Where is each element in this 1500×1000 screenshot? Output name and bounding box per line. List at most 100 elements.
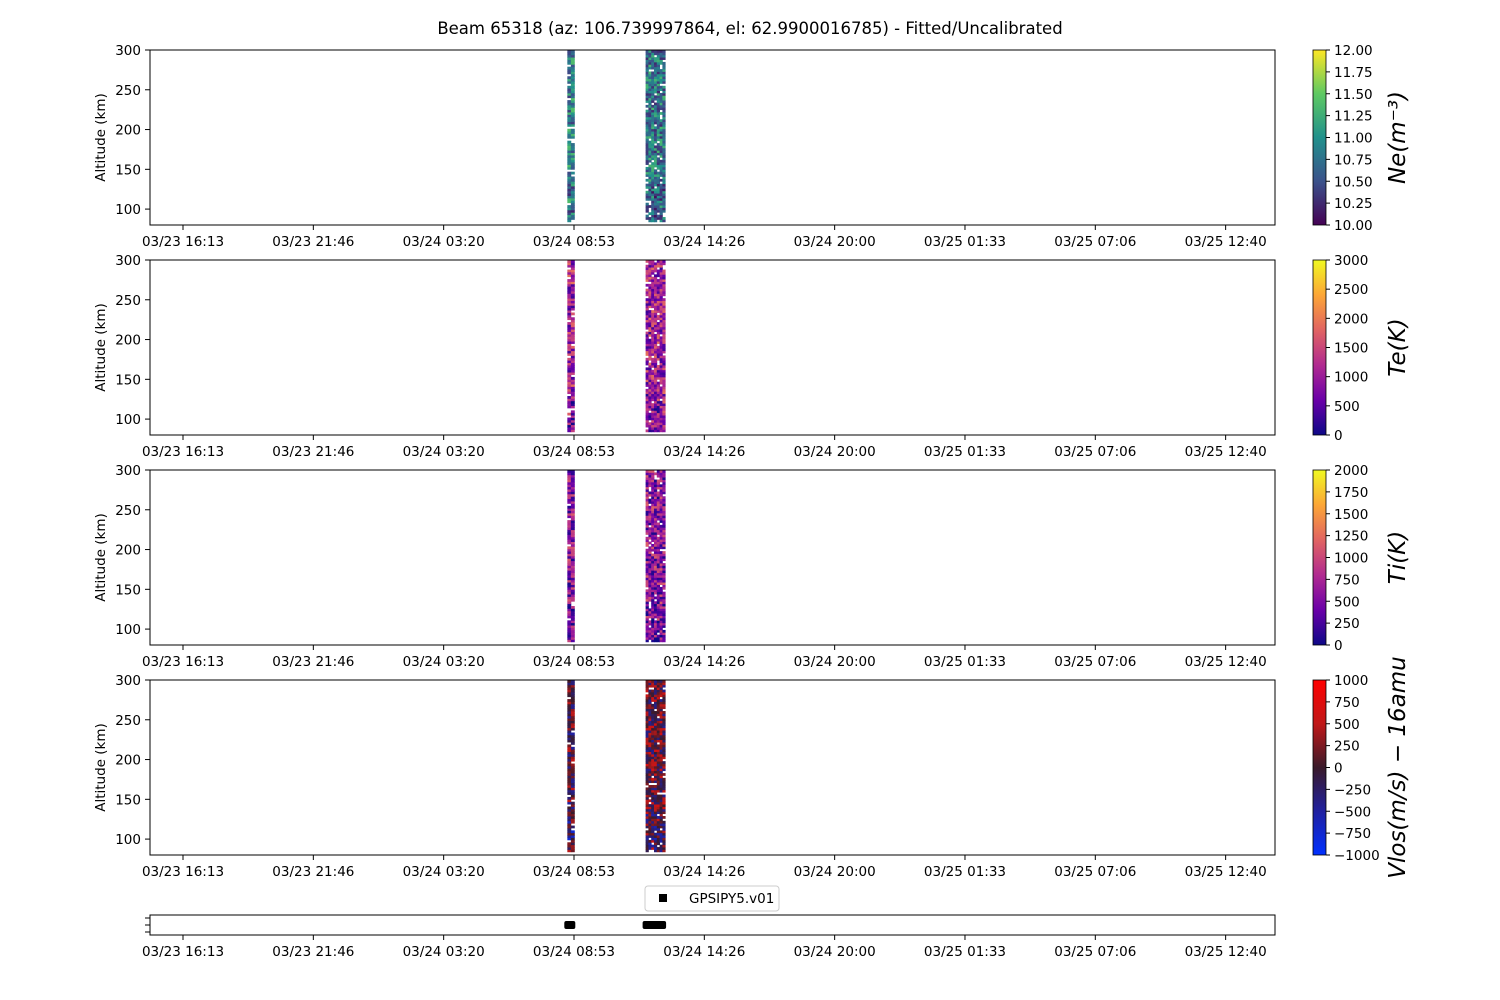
heat-cell (645, 627, 649, 631)
heat-cell (659, 119, 663, 122)
heat-cell (659, 379, 663, 383)
heat-cell (659, 517, 663, 521)
heat-cell (570, 472, 575, 476)
heat-cell (645, 279, 649, 282)
heat-cell (656, 794, 660, 798)
heat-cell (645, 830, 649, 834)
heat-cell (659, 279, 663, 282)
heat-cell (659, 88, 663, 91)
heat-cell (662, 484, 666, 488)
heat-cell (567, 112, 572, 115)
heat-cell (567, 512, 572, 516)
heat-cell (570, 61, 575, 65)
heat-cell (645, 112, 649, 115)
heat-cell (659, 123, 663, 127)
heat-cell (662, 706, 666, 710)
heat-cell (567, 789, 572, 793)
heat-cell (648, 305, 652, 309)
heat-cell (570, 209, 575, 213)
heat-cell (656, 393, 660, 397)
heat-cell (567, 529, 572, 533)
heat-cell (567, 751, 572, 755)
heat-cell (656, 145, 660, 149)
heat-cell (570, 825, 575, 829)
heat-cell (648, 532, 652, 535)
heat-cell (654, 269, 658, 273)
heat-cell (648, 546, 652, 550)
heat-cell (645, 744, 649, 748)
heat-cell (645, 293, 649, 297)
heat-cell (656, 613, 660, 616)
heat-cell (662, 794, 666, 798)
colorbar-tick-label: 10.25 (1334, 196, 1373, 212)
heat-cell (662, 847, 666, 850)
heat-cell (662, 100, 666, 103)
heat-cell (659, 601, 663, 605)
heat-cell (645, 751, 649, 755)
heat-cell (651, 584, 655, 588)
heat-cell (656, 532, 660, 535)
heat-cell (662, 338, 666, 342)
heat-cell (648, 699, 652, 702)
heat-cell (567, 842, 572, 846)
panel-te-xtick-label: 03/24 03:20 (403, 444, 485, 460)
heat-cell (656, 761, 660, 764)
heat-cell (570, 379, 575, 383)
heat-cell (645, 372, 649, 375)
colorbar-tick-label: 500 (1334, 594, 1360, 610)
heat-cell (654, 262, 658, 266)
heat-cell (656, 806, 660, 810)
heat-cell (570, 100, 575, 103)
heat-cell (659, 751, 663, 755)
heat-cell (645, 844, 649, 848)
heat-cell (662, 591, 666, 595)
heat-cell (570, 410, 575, 414)
heat-cell (654, 536, 658, 540)
heat-cell (651, 515, 655, 519)
heat-cell (654, 498, 658, 502)
heat-cell (656, 288, 660, 292)
heat-cell (662, 820, 666, 824)
heat-cell (656, 100, 660, 103)
heat-cell (570, 92, 575, 96)
heat-cell (654, 510, 658, 514)
heat-cell (567, 832, 572, 836)
heat-cell (662, 477, 666, 480)
heat-cell (659, 372, 663, 375)
heat-cell (654, 572, 658, 576)
heat-cell (662, 551, 666, 554)
heat-cell (645, 274, 649, 278)
heat-cell (659, 95, 663, 99)
heat-cell (654, 197, 658, 201)
heat-cell (662, 811, 666, 815)
heat-cell (662, 159, 666, 163)
heat-cell (656, 603, 660, 607)
heat-cell (659, 839, 663, 843)
heat-cell (656, 823, 660, 826)
heat-cell (648, 567, 652, 571)
heat-cell (662, 183, 666, 187)
heat-cell (570, 565, 575, 569)
heat-cell (654, 345, 658, 349)
heat-cell (570, 302, 575, 306)
heat-cell (645, 572, 649, 576)
heat-cell (567, 801, 572, 805)
heat-cell (567, 493, 572, 497)
heat-cell (659, 563, 663, 566)
heat-cell (645, 470, 649, 473)
heat-cell (570, 508, 575, 511)
heat-cell (651, 302, 655, 306)
heat-cell (656, 627, 660, 631)
heat-cell (648, 770, 652, 774)
heat-cell (567, 100, 572, 103)
heat-cell (648, 61, 652, 65)
heat-cell (567, 737, 572, 741)
heat-cell (570, 376, 575, 380)
heat-cell (645, 405, 649, 409)
heat-cell (645, 412, 649, 416)
heat-cell (651, 348, 655, 352)
heat-cell (654, 219, 658, 223)
heat-cell (662, 749, 666, 752)
heat-cell (645, 305, 649, 309)
